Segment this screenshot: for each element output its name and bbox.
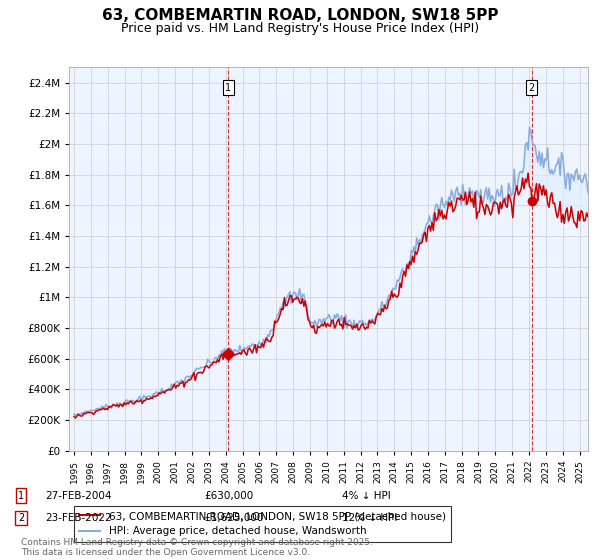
Text: 27-FEB-2004: 27-FEB-2004 [45,491,112,501]
Text: 63, COMBEMARTIN ROAD, LONDON, SW18 5PP: 63, COMBEMARTIN ROAD, LONDON, SW18 5PP [102,8,498,24]
Text: Price paid vs. HM Land Registry's House Price Index (HPI): Price paid vs. HM Land Registry's House … [121,22,479,35]
Text: 23-FEB-2022: 23-FEB-2022 [45,513,112,523]
Text: £1,625,000: £1,625,000 [204,513,263,523]
Text: 1: 1 [18,491,24,501]
Text: 2: 2 [18,513,24,523]
Text: £630,000: £630,000 [204,491,253,501]
Text: Contains HM Land Registry data © Crown copyright and database right 2025.
This d: Contains HM Land Registry data © Crown c… [21,538,373,557]
Text: 4% ↓ HPI: 4% ↓ HPI [342,491,391,501]
Text: 2: 2 [529,82,535,92]
Legend: 63, COMBEMARTIN ROAD, LONDON, SW18 5PP (detached house), HPI: Average price, det: 63, COMBEMARTIN ROAD, LONDON, SW18 5PP (… [74,506,451,542]
Text: 12% ↓ HPI: 12% ↓ HPI [342,513,397,523]
Text: 1: 1 [225,82,232,92]
